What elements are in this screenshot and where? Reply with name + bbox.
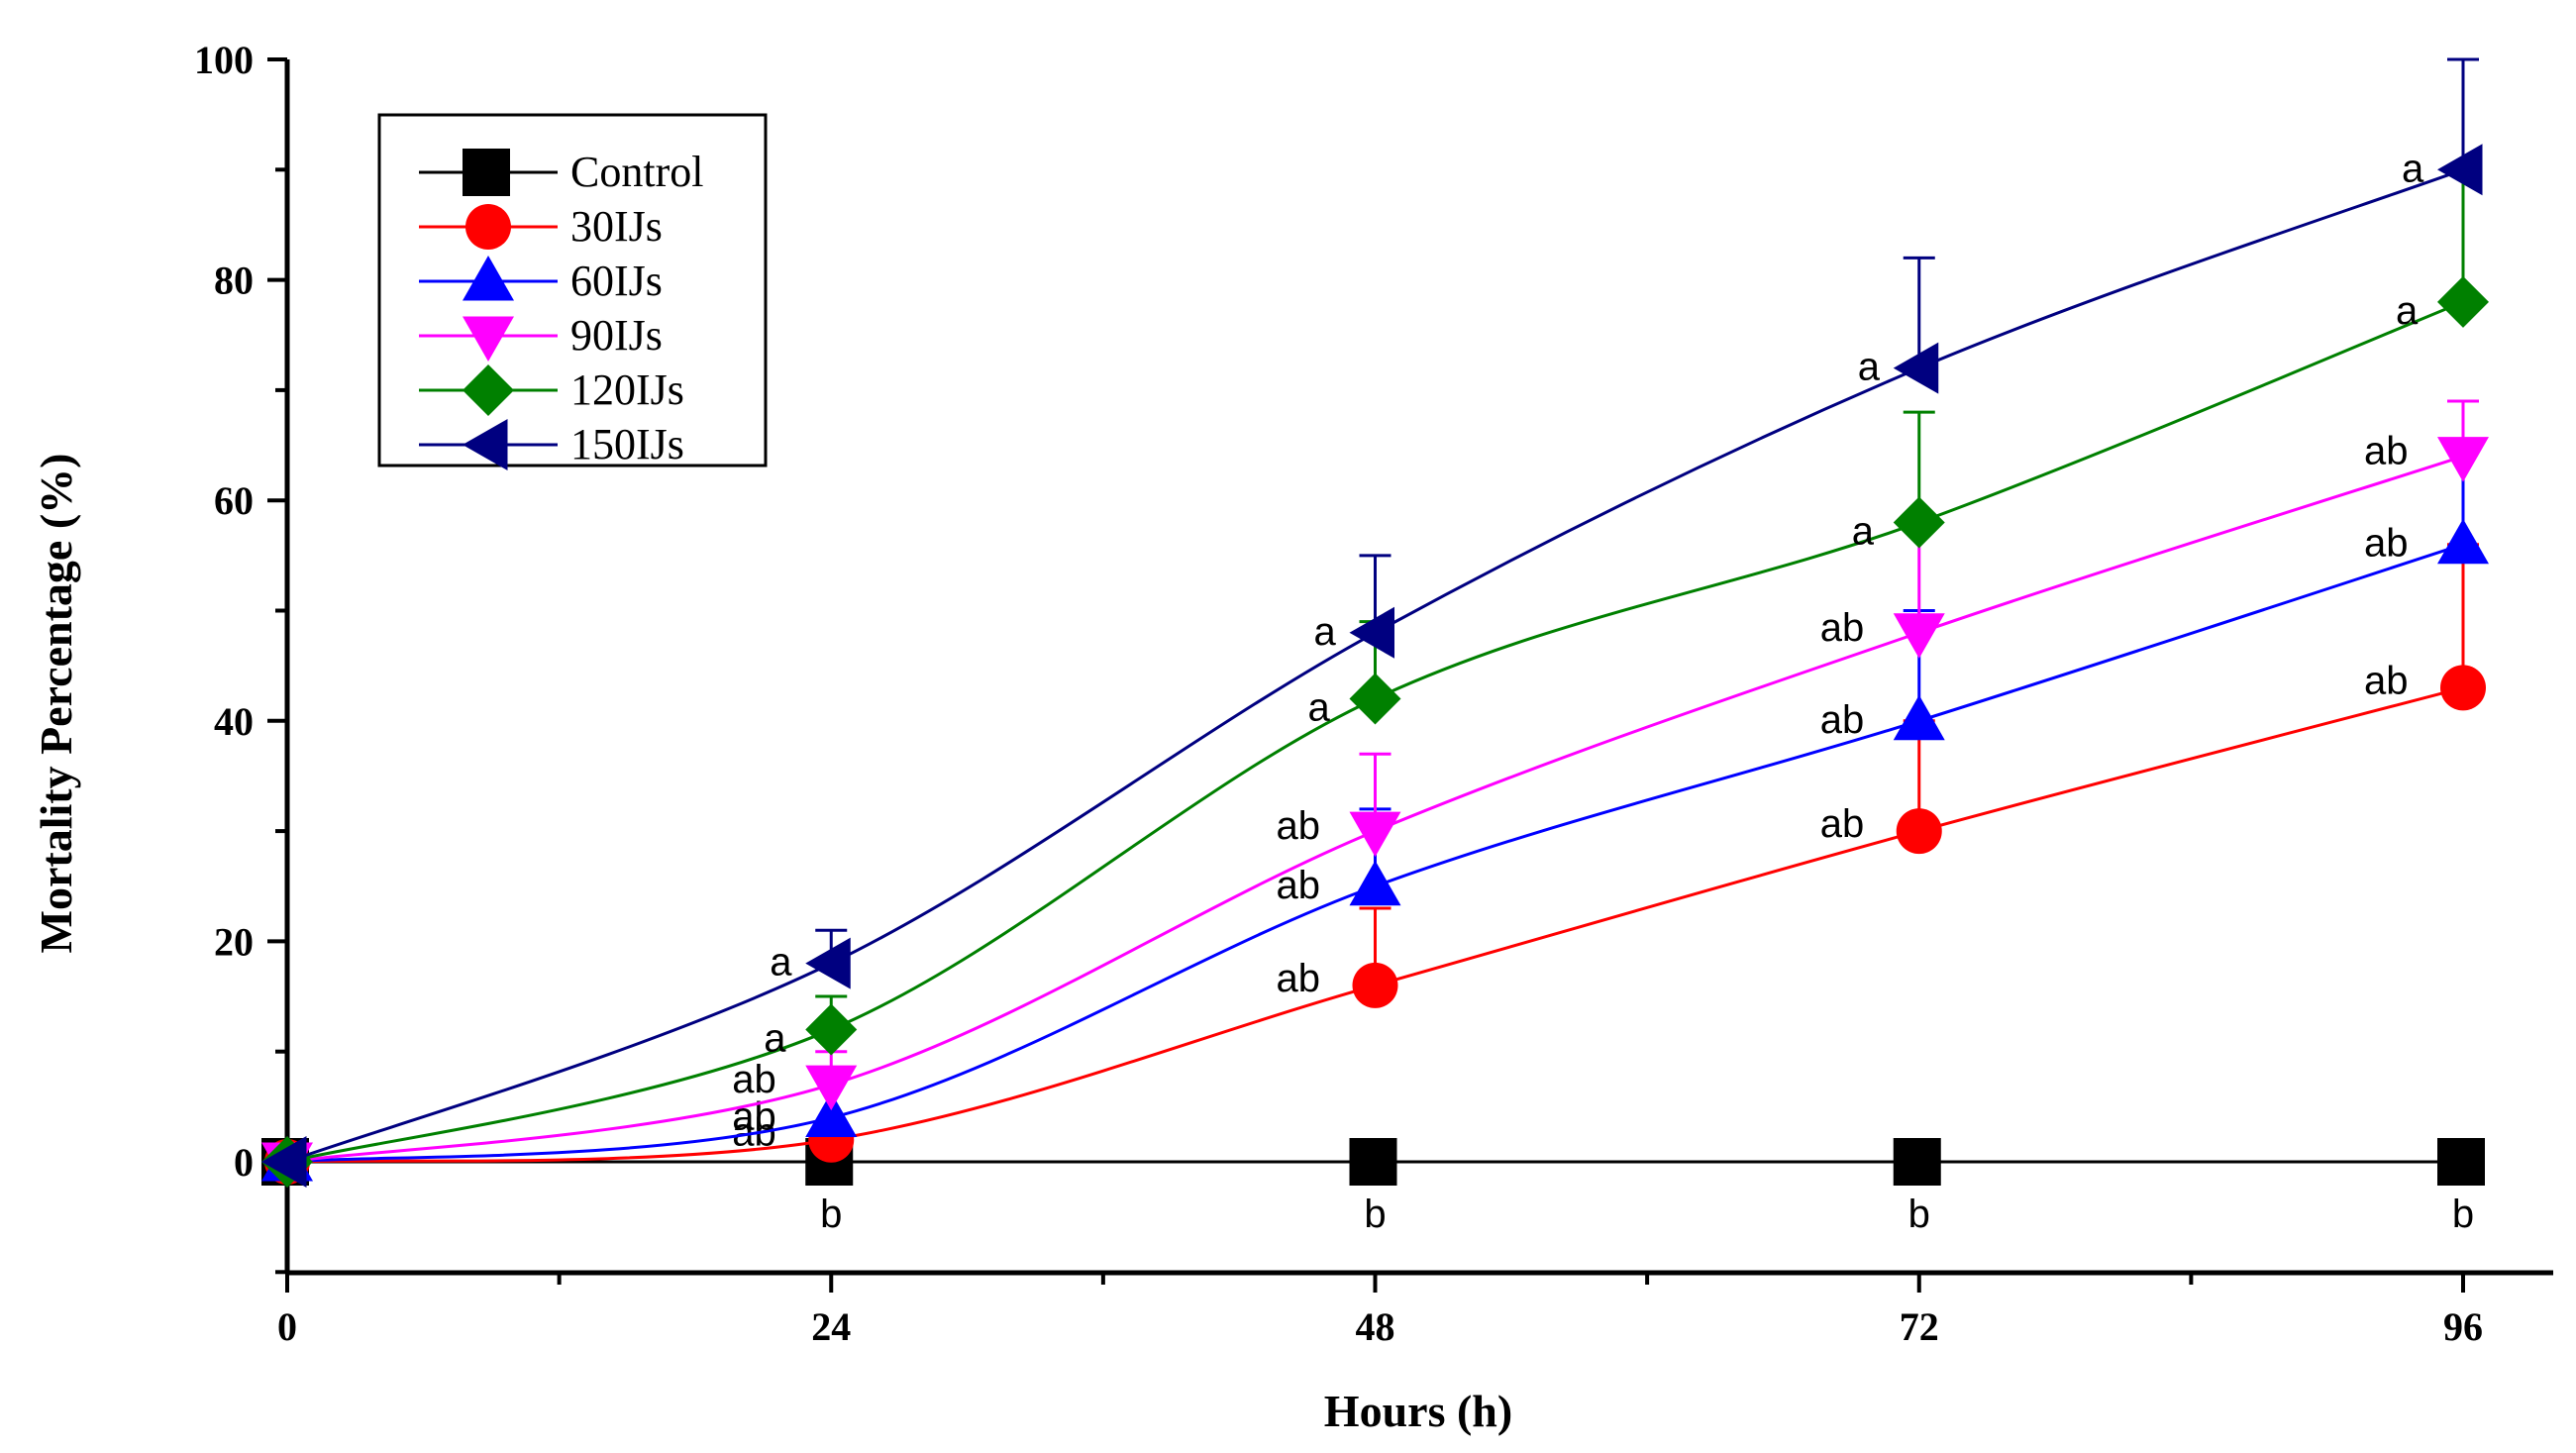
x-tick-label: 96 [2443,1304,2483,1349]
significance-letter: ab [2364,430,2409,473]
legend-marker [463,419,508,470]
data-point [1349,1138,1397,1186]
data-point [805,1091,858,1137]
significance-letter: a [1308,686,1331,730]
legend-label: 60IJs [570,257,663,305]
legend-marker [463,149,510,196]
significance-letter: ab [2364,522,2409,566]
y-tick-label: 100 [194,38,254,82]
significance-letter: a [770,941,792,985]
legend-label: 90IJs [570,311,663,360]
data-point [2437,275,2489,328]
significance-letter: ab [1820,802,1865,846]
significance-letter: b [1908,1193,1930,1236]
data-point [1896,808,1942,855]
data-point [805,1065,858,1111]
data-point [1893,1138,1941,1186]
legend-label: 120IJs [570,365,684,414]
legend-item: 30IJs [419,202,663,251]
significance-letter: ab [1277,864,1321,907]
data-point [2437,518,2489,565]
data-point [1893,613,1945,659]
data-point [261,1136,307,1188]
significance-letter: a [1314,610,1337,654]
significance-letter: a [1852,509,1875,553]
significance-letter: ab [1820,698,1865,742]
legend-item: Control [419,148,703,196]
legend-label: Control [570,148,703,196]
y-axis-title: Mortality Percentage (%) [31,454,81,954]
legend-item: 90IJs [419,311,663,362]
data-point [1352,962,1398,1008]
legend-marker [465,204,511,250]
legend-marker [463,316,514,362]
data-point [1349,811,1401,858]
x-tick-label: 72 [1900,1304,1939,1349]
data-point [805,937,851,989]
significance-letter: a [764,1016,786,1060]
significance-letter: ab [1277,957,1321,1000]
data-point [805,1003,858,1056]
y-tick-label: 60 [214,478,254,523]
y-tick-label: 0 [234,1140,254,1185]
series-90ijs: ab ab ab ab [261,399,2489,1188]
data-point [2440,665,2486,711]
legend-label: 30IJs [570,202,663,251]
significance-letter: b [1364,1193,1386,1236]
significance-letter: ab [732,1058,776,1101]
data-point [2437,1138,2485,1186]
data-point [2437,437,2489,482]
significance-letter: ab [2364,659,2409,702]
y-tick-label: 40 [214,699,254,744]
data-point [1893,694,1945,741]
data-point [1349,860,1401,906]
data-point [2437,144,2483,196]
significance-letter: b [2452,1193,2474,1236]
data-point [1349,606,1394,659]
significance-letter: ab [1820,606,1865,650]
significance-letter: a [1858,346,1881,389]
legend-item: 150IJs [419,419,684,470]
legend-label: 150IJs [570,420,684,468]
legend-marker [463,364,514,416]
legend-marker [463,256,514,301]
significance-letter: a [2396,289,2419,333]
y-tick-label: 80 [214,259,254,303]
significance-letter: b [820,1193,842,1236]
significance-letter: ab [1277,804,1321,848]
x-axis-title: Hours (h) [1324,1386,1512,1436]
data-point [1893,496,1945,549]
legend-item: 120IJs [419,364,684,416]
y-tick-label: 20 [214,919,254,964]
data-point [1893,342,1939,394]
x-tick-label: 24 [811,1304,851,1349]
data-point [1349,673,1401,725]
legend-item: 60IJs [419,256,663,305]
x-tick-label: 0 [277,1304,297,1349]
x-tick-label: 48 [1356,1304,1395,1349]
significance-letter: a [2402,147,2424,190]
